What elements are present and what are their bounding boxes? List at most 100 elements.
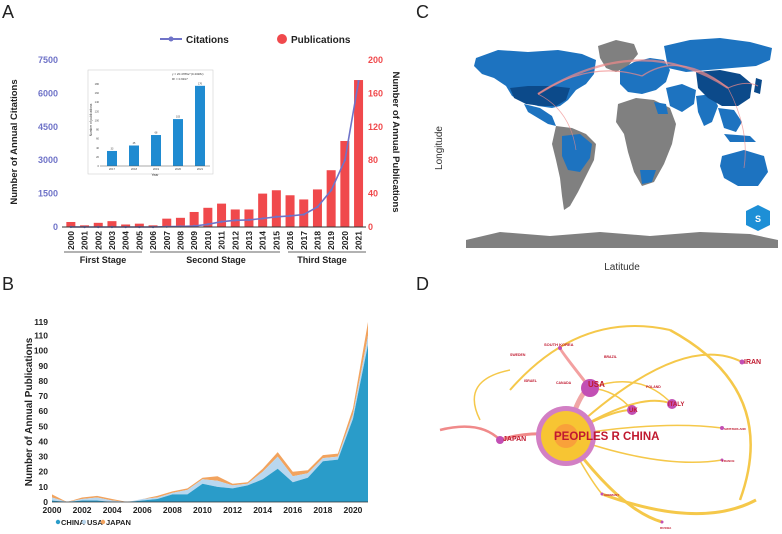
southeast-asia-region xyxy=(718,108,742,132)
label-southkorea: SOUTH KOREA xyxy=(544,342,574,347)
y-left-ticks: 0 1500 3000 4500 6000 7500 xyxy=(38,55,58,232)
x-tick: 2009 xyxy=(189,231,199,250)
russia-region xyxy=(664,38,772,72)
publication-bar xyxy=(189,211,199,227)
b-y-tick: 10 xyxy=(39,482,49,492)
india-region xyxy=(696,94,718,126)
x-tick: 2000 xyxy=(66,231,76,250)
y-right-tick: 0 xyxy=(368,222,373,232)
egypt-region xyxy=(654,102,668,114)
inset-bar-label: 103 xyxy=(176,116,181,119)
usa-region xyxy=(510,86,570,106)
inset-y-ticks: 0 20 40 60 80 100 120 140 160 180 xyxy=(95,82,100,168)
legend-publications-label: Publications xyxy=(291,35,351,46)
inset-bar xyxy=(151,135,161,166)
network-labels: PEOPLES R CHINA USA JAPAN UK ITALY IRAN … xyxy=(503,342,761,530)
b-y-tick: 60 xyxy=(39,406,49,416)
y-left-tick: 3000 xyxy=(38,155,58,165)
x-tick: 2021 xyxy=(354,231,364,250)
inset-y-tick: 20 xyxy=(96,155,99,159)
x-tick: 2014 xyxy=(258,231,268,250)
inset-y-tick: 140 xyxy=(95,100,100,104)
y-left-tick: 1500 xyxy=(38,189,58,199)
network-edges xyxy=(439,325,757,524)
b-y-tick: 50 xyxy=(39,421,49,431)
collaboration-arcs xyxy=(537,59,759,169)
node-china-core xyxy=(554,424,578,448)
publication-bar xyxy=(285,195,295,227)
publication-bar xyxy=(134,223,144,227)
country-area-chart: Number of Annual Publications 0 10 20 30 40 5… xyxy=(24,317,368,527)
map-logo-text: S xyxy=(755,214,761,224)
b-ylabel: Number of Annual Publications xyxy=(24,337,35,486)
node-italy xyxy=(667,399,677,409)
country-network: PEOPLES R CHINA USA JAPAN UK ITALY IRAN … xyxy=(439,325,761,530)
map-xlabel: Latitude xyxy=(604,262,640,273)
label-israel: ISRAEL xyxy=(524,379,538,383)
b-y-ticks: 0 10 20 30 40 50 60 70 80 90 100 110 119 xyxy=(34,317,48,507)
b-y-tick: 90 xyxy=(39,361,49,371)
publication-bar xyxy=(299,199,309,227)
y-left-tick: 7500 xyxy=(38,55,58,65)
x-tick: 2008 xyxy=(175,231,185,250)
label-france: FRANCE xyxy=(722,459,735,463)
panel-letter-d: D xyxy=(416,274,429,294)
citation-point xyxy=(343,159,347,162)
inset-x-tick: 2018 xyxy=(131,167,138,171)
b-x-ticks: 2000 2002 2004 2006 2008 2010 2012 2014 2016 2018… xyxy=(43,505,363,515)
inset-x-tick: 2020 xyxy=(175,167,182,171)
middle-east-region xyxy=(666,84,696,112)
inset-bar xyxy=(129,145,139,166)
b-y-tick: 110 xyxy=(34,331,48,341)
arc-china-australia xyxy=(727,87,746,169)
inset-bar xyxy=(107,150,117,166)
area-china xyxy=(52,344,368,502)
y-right-tick: 80 xyxy=(368,155,378,165)
edge-china-iran xyxy=(565,353,743,437)
node-iran xyxy=(739,359,745,365)
citation-point xyxy=(288,214,292,218)
y-right-tick: 200 xyxy=(368,55,383,65)
inset-y-tick: 80 xyxy=(96,128,99,132)
b-x-tick: 2014 xyxy=(253,505,272,515)
publication-bar xyxy=(340,140,350,227)
world-collaboration-map: Longitude Latitude S xyxy=(434,38,778,273)
map-logo-badge xyxy=(746,205,770,231)
label-usa: USA xyxy=(588,380,605,389)
b-y-tick: 100 xyxy=(34,346,48,356)
inset-bars: 33 45 68 103 176 xyxy=(107,82,205,166)
legend: Citations Publications xyxy=(160,34,351,46)
arc-usa-brazil xyxy=(537,93,577,151)
label-uk: UK xyxy=(629,408,638,414)
citation-point xyxy=(261,217,264,220)
x-tick: 2010 xyxy=(203,231,213,250)
publication-bar xyxy=(230,209,240,227)
inset-equation: y = 20.4786e^(0.4328x) xyxy=(172,72,204,76)
inset-y-tick: 160 xyxy=(95,91,100,95)
b-area-series xyxy=(52,322,368,502)
edge-usa-italy xyxy=(589,381,673,405)
label-poland: POLAND xyxy=(646,385,661,389)
b-y-tick: 20 xyxy=(39,467,49,477)
legend-citations-label: Citations xyxy=(186,35,229,46)
b-x-tick: 2012 xyxy=(223,505,242,515)
node-usa xyxy=(581,379,599,397)
label-japan: JAPAN xyxy=(503,436,526,443)
label-italy: ITALY xyxy=(668,402,684,408)
central-america-region xyxy=(524,104,556,126)
publication-bar xyxy=(162,218,172,227)
europe-region xyxy=(620,58,670,94)
citation-point xyxy=(234,219,237,222)
b-y-tick: 70 xyxy=(39,391,49,401)
inset-y-tick: 60 xyxy=(96,137,99,141)
citation-point xyxy=(329,189,333,192)
publication-bar xyxy=(258,193,268,227)
b-legend-usa-marker xyxy=(81,519,87,525)
y-left-label: Number of Annual Citations xyxy=(9,79,20,204)
inset-bar-label: 176 xyxy=(198,82,203,85)
inset-bar-label: 33 xyxy=(111,147,114,150)
x-tick: 2006 xyxy=(148,231,158,250)
x-tick: 2003 xyxy=(107,231,117,250)
publication-bar xyxy=(107,221,117,227)
arc-china-japan xyxy=(727,82,759,89)
